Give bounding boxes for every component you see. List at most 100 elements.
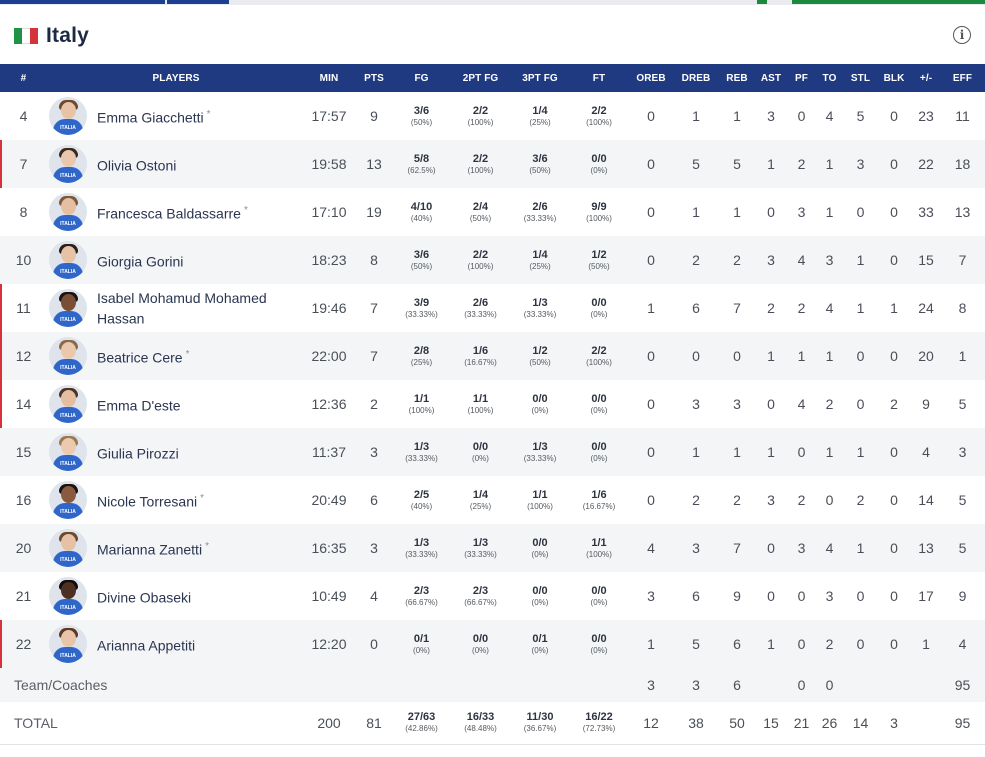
column-header[interactable]: +/- [919, 72, 933, 84]
player-cell[interactable]: Beatrice Cere* [47, 332, 305, 380]
player-row[interactable]: 15Giulia Pirozzi11:3731/3(33.33%)0/0(0%)… [0, 428, 985, 476]
player-name-link[interactable]: Francesca Baldassarre * [97, 202, 248, 223]
player-name-link[interactable]: Nicole Torresani * [97, 490, 204, 511]
column-header[interactable]: # [20, 72, 27, 84]
column-header[interactable]: PF [795, 72, 808, 84]
column-header[interactable]: PTS [364, 72, 384, 84]
player-cell[interactable]: Emma D'este [47, 380, 305, 428]
column-header[interactable]: 3PT FG [522, 72, 558, 84]
player-name-link[interactable]: Arianna Appetiti [97, 634, 198, 655]
shooting-percentage: (0%) [590, 645, 608, 655]
player-name-link[interactable]: Marianna Zanetti * [97, 538, 209, 559]
player-name-link[interactable]: Olivia Ostoni [97, 154, 179, 175]
shots-made-attempted: 3/6 [413, 248, 430, 261]
stat-cell: 4 [825, 300, 834, 316]
column-header[interactable]: TO [822, 72, 837, 84]
player-name-link[interactable]: Isabel Mohamud Mohamed Hassan [97, 289, 305, 328]
player-row[interactable]: 10Giorgia Gorini18:2383/6(50%)2/2(100%)1… [0, 236, 985, 284]
shooting-percentage: (0%) [590, 453, 608, 463]
shooting-percentage: (100%) [408, 405, 435, 415]
shooting-cell: 0/0 (0%) [567, 380, 631, 428]
column-header[interactable]: DREB [681, 72, 711, 84]
player-name-link[interactable]: Giorgia Gorini [97, 250, 186, 271]
player-cell[interactable]: Giorgia Gorini [47, 236, 305, 284]
player-name[interactable]: Giorgia Gorini [97, 253, 184, 270]
shooting-percentage: (0%) [531, 549, 549, 559]
player-row[interactable]: 4Emma Giacchetti*17:5793/6(50%)2/2(100%)… [0, 92, 985, 140]
stat-cell: 0 [797, 636, 806, 652]
player-cell[interactable]: Arianna Appetiti [47, 620, 305, 668]
shots-made-attempted: 2/2 [591, 344, 607, 357]
stat-cell: 95 [954, 714, 971, 731]
shooting-cell: 0/0 (0%) [448, 620, 513, 668]
stat-cell: 3 [856, 156, 865, 172]
player-name-link[interactable]: Emma D'este [97, 394, 184, 415]
player-name[interactable]: Emma Giacchetti [97, 109, 204, 126]
player-row[interactable]: 7Olivia Ostoni19:58135/8(62.5%)2/2(100%)… [0, 140, 985, 188]
info-icon[interactable]: i [953, 26, 971, 44]
player-row[interactable]: 22Arianna Appetiti12:2000/1(0%)0/0(0%)0/… [0, 620, 985, 668]
shooting-cell: 2/3 (66.67%) [448, 572, 513, 620]
player-name[interactable]: Divine Obaseki [97, 589, 192, 606]
player-row[interactable]: 20Marianna Zanetti*16:3531/3(33.33%)1/3(… [0, 524, 985, 572]
table-header-row: # PLAYERS MIN PTS FG 2PT FG 3PT FG FT OREB DREB RE… [0, 64, 985, 92]
stat-cell: 1 [692, 444, 700, 460]
column-header[interactable]: MIN [319, 72, 339, 84]
stat-cell: 17:10 [311, 204, 347, 220]
player-name[interactable]: Beatrice Cere [97, 349, 183, 366]
stat-cell [753, 668, 789, 702]
player-row[interactable]: 8Francesca Baldassarre*17:10194/10(40%)2… [0, 188, 985, 236]
player-cell[interactable]: Isabel Mohamud Mohamed Hassan [47, 284, 305, 332]
column-header[interactable]: FG [414, 72, 429, 84]
stat-cell: 0 [647, 492, 655, 508]
shooting-percentage: (16.67%) [582, 501, 616, 511]
column-header[interactable]: REB [726, 72, 748, 84]
player-name-link[interactable]: Beatrice Cere * [97, 346, 190, 367]
stat-cell: 0 [797, 108, 806, 124]
player-name-link[interactable]: Emma Giacchetti * [97, 106, 211, 127]
shooting-percentage: (100%) [467, 117, 494, 127]
player-name[interactable]: Francesca Baldassarre [97, 205, 241, 222]
stat-cell: 4 [647, 540, 655, 556]
stat-cell: 0 [647, 108, 655, 124]
player-name[interactable]: Nicole Torresani [97, 493, 198, 510]
player-cell[interactable]: Emma Giacchetti* [47, 92, 305, 140]
shooting-percentage: (50%) [469, 213, 492, 223]
player-row[interactable]: 21Divine Obaseki10:4942/3(66.67%)2/3(66.… [0, 572, 985, 620]
player-cell[interactable]: Divine Obaseki [47, 572, 305, 620]
stat-cell: 1 [890, 300, 898, 316]
player-row[interactable]: 16Nicole Torresani*20:4962/5(40%)1/4(25%… [0, 476, 985, 524]
shooting-cell: 3/9 (33.33%) [395, 284, 448, 332]
player-cell[interactable]: Marianna Zanetti* [47, 524, 305, 572]
player-name[interactable]: Isabel Mohamud Mohamed Hassan [97, 289, 267, 327]
player-cell[interactable]: Giulia Pirozzi [47, 428, 305, 476]
column-header[interactable]: PLAYERS [152, 72, 200, 84]
player-cell[interactable]: Nicole Torresani* [47, 476, 305, 524]
player-avatar [49, 577, 87, 615]
column-header[interactable]: FT [592, 72, 606, 84]
column-header[interactable]: EFF [952, 72, 973, 84]
shooting-percentage: (100%) [586, 357, 612, 367]
player-row[interactable]: 14Emma D'este12:3621/1(100%)1/1(100%)0/0… [0, 380, 985, 428]
shots-made-attempted: 11/30 [526, 711, 554, 724]
player-cell[interactable]: Olivia Ostoni [47, 140, 305, 188]
player-name-link[interactable]: Divine Obaseki [97, 586, 194, 607]
shots-made-attempted: 1/1 [413, 392, 430, 405]
stat-cell: 9 [370, 108, 378, 124]
shooting-percentage: (33.33%) [523, 453, 557, 463]
column-header[interactable]: BLK [883, 72, 905, 84]
column-header[interactable]: OREB [636, 72, 666, 84]
player-row[interactable]: 11Isabel Mohamud Mohamed Hassan19:4673/9… [0, 284, 985, 332]
column-header[interactable]: STL [850, 72, 871, 84]
player-name[interactable]: Emma D'este [97, 397, 181, 414]
player-cell[interactable]: Francesca Baldassarre* [47, 188, 305, 236]
player-row[interactable]: 12Beatrice Cere*22:0072/8(25%)1/6(16.67%… [0, 332, 985, 380]
player-name[interactable]: Arianna Appetiti [97, 637, 196, 654]
column-header[interactable]: AST [760, 72, 782, 84]
player-name[interactable]: Olivia Ostoni [97, 157, 177, 174]
player-name[interactable]: Marianna Zanetti [97, 541, 203, 558]
player-name-link[interactable]: Giulia Pirozzi [97, 442, 182, 463]
player-name[interactable]: Giulia Pirozzi [97, 445, 179, 462]
stat-cell: 0 [692, 348, 700, 364]
column-header[interactable]: 2PT FG [462, 72, 499, 84]
